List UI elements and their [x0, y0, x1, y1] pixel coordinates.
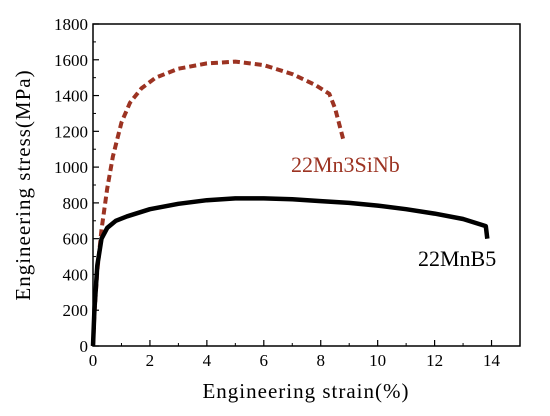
series-label-22mn3sinb: 22Mn3SiNb — [291, 152, 400, 177]
y-tick-label: 1400 — [54, 87, 88, 106]
series-layer — [90, 59, 490, 347]
x-tick-label: 14 — [483, 351, 501, 370]
y-tick-label: 1800 — [54, 15, 88, 34]
y-tick-label: 400 — [63, 265, 89, 284]
x-tick-label: 8 — [316, 351, 325, 370]
series-line-22mnb5 — [90, 196, 490, 347]
series-line-22mn3sinb — [91, 59, 346, 347]
x-axis: 0 2 4 6 8 10 12 14 — [89, 340, 501, 370]
y-tick-label: 800 — [63, 194, 89, 213]
plot-area — [92, 23, 521, 347]
y-axis-title: Engineering stress(MPa) — [11, 69, 35, 300]
x-tick-label: 6 — [260, 351, 269, 370]
y-tick-label: 1600 — [54, 51, 88, 70]
x-axis-title: Engineering strain(%) — [202, 379, 409, 403]
x-tick-label: 12 — [426, 351, 443, 370]
x-tick-label: 0 — [89, 351, 98, 370]
x-tick-label: 4 — [203, 351, 212, 370]
y-tick-label: 600 — [63, 230, 89, 249]
y-tick-label: 1000 — [54, 158, 88, 177]
y-tick-label: 0 — [80, 337, 89, 356]
y-tick-label: 200 — [63, 301, 89, 320]
y-axis: 0 200 400 600 800 1000 1200 1400 1600 1800 — [54, 15, 99, 356]
x-tick-label: 10 — [369, 351, 386, 370]
series-label-22mnb5: 22MnB5 — [418, 246, 496, 271]
y-tick-label: 1200 — [54, 122, 88, 141]
x-tick-label: 2 — [146, 351, 155, 370]
